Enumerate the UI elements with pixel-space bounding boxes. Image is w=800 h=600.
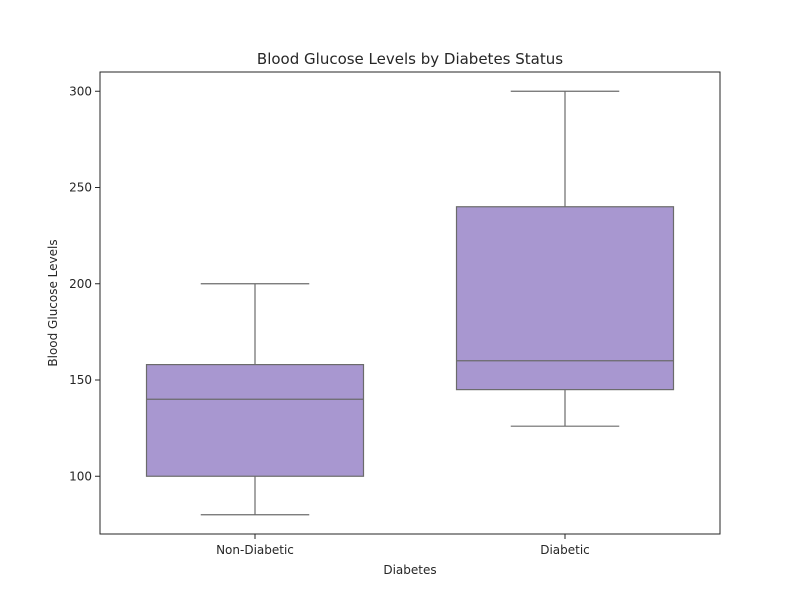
- chart-title: Blood Glucose Levels by Diabetes Status: [257, 50, 563, 68]
- y-axis: 100 150 200 250 300: [69, 84, 100, 483]
- x-axis-label: Diabetes: [383, 563, 436, 577]
- y-axis-label: Blood Glucose Levels: [46, 239, 60, 366]
- box-diabetic: [455, 90, 675, 427]
- x-tick-label: Non-Diabetic: [216, 543, 294, 557]
- y-tick-label: 100: [69, 469, 92, 483]
- boxes-group: [145, 90, 675, 516]
- y-tick-label: 150: [69, 373, 92, 387]
- y-tick-label: 300: [69, 84, 92, 98]
- x-axis: Non-Diabetic Diabetic: [216, 534, 590, 557]
- iqr-box: [455, 206, 675, 391]
- x-tick-label: Diabetic: [540, 543, 590, 557]
- box-non-diabetic: [145, 283, 365, 516]
- plot-area-frame: [99, 71, 721, 535]
- iqr-box: [145, 364, 365, 477]
- y-tick-label: 250: [69, 181, 92, 195]
- y-tick-label: 200: [69, 277, 92, 291]
